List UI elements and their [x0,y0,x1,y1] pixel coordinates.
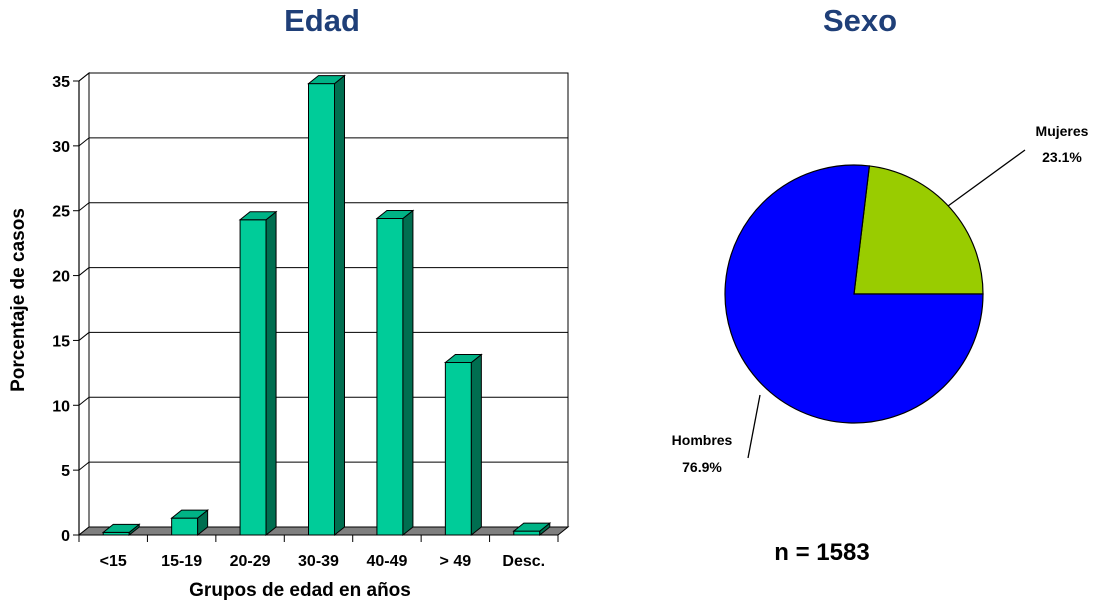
bar-top [101,523,141,533]
bar-15 [101,523,141,537]
bar-front [239,219,267,536]
y-tick-label: 15 [52,333,70,350]
bar-Desc [512,522,552,537]
bar-1519 [170,509,210,537]
x-tick-labels: <15 15-19 20-29 30-39 40-49 > 49 Desc. [100,553,545,570]
gridline-side [78,396,90,406]
y-tick-label: 10 [52,398,70,415]
x-tick-label: 15-19 [161,553,202,570]
age-bar-chart: 0 5 10 15 20 25 30 35 <15 15-19 20-29 30-39 40-49 > … [52,71,570,570]
mujeres-value: 23.1% [1042,149,1082,165]
sample-size-annotation: n = 1583 [774,539,869,566]
x-tick-label: <15 [100,553,127,570]
y-tick-label: 35 [52,74,70,91]
bar-top [170,509,210,519]
bar-front [513,530,541,536]
bar-top [375,209,415,219]
gridline-side [78,137,90,147]
bar-side [470,353,482,537]
bar-front [171,517,199,536]
gridline-side [78,332,90,341]
hombres-value: 76.9% [682,459,722,475]
bar-2029 [238,210,278,537]
pie-chart-title: Sexo [823,3,897,38]
y-tick-label: 5 [61,463,70,480]
gridline-side [78,202,90,212]
bar-side [402,209,414,537]
gridline-side [78,461,90,471]
bar-front [308,83,335,536]
mujeres-leader-line [947,149,1026,207]
x-tick-label: Desc. [502,553,545,570]
bar-top [238,211,278,221]
bar-front [376,217,404,536]
axes [73,80,559,542]
x-tick-label: 40-49 [366,553,407,570]
x-tick-label: 20-29 [230,553,271,570]
gridline-side [78,267,90,276]
y-tick-label: 20 [52,269,70,286]
x-axis-label: Grupos de edad en años [189,580,411,601]
hombres-leader-line [747,394,761,459]
bar-side [334,74,345,537]
pie-slice-mujeres [853,165,984,295]
bar-side [265,210,277,537]
bar-3039 [307,74,346,537]
bar-top [443,353,483,363]
y-axis-label: Porcentaje de casos [8,208,29,392]
y-tick-label: 25 [52,204,70,221]
x-tick-label: > 49 [440,553,472,570]
hombres-label: Hombres [672,432,733,448]
bar-4049 [375,209,415,537]
bar-front [444,361,472,536]
y-tick-label: 0 [61,528,70,545]
pie-slice-hombres [724,164,984,424]
y-tick-labels: 0 5 10 15 20 25 30 35 [52,74,70,545]
y-tick-label: 30 [52,139,70,156]
bars [101,74,552,537]
bar-top [512,522,552,532]
bar-top [307,75,346,85]
sex-pie-chart [724,164,984,424]
mujeres-label: Mujeres [1036,123,1089,139]
bar-chart-title: Edad [284,3,360,38]
x-tick-label: 30-39 [298,553,339,570]
bar-49 [443,353,483,537]
